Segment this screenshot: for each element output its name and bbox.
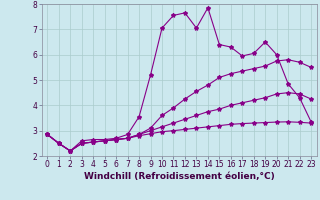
X-axis label: Windchill (Refroidissement éolien,°C): Windchill (Refroidissement éolien,°C) xyxy=(84,172,275,181)
